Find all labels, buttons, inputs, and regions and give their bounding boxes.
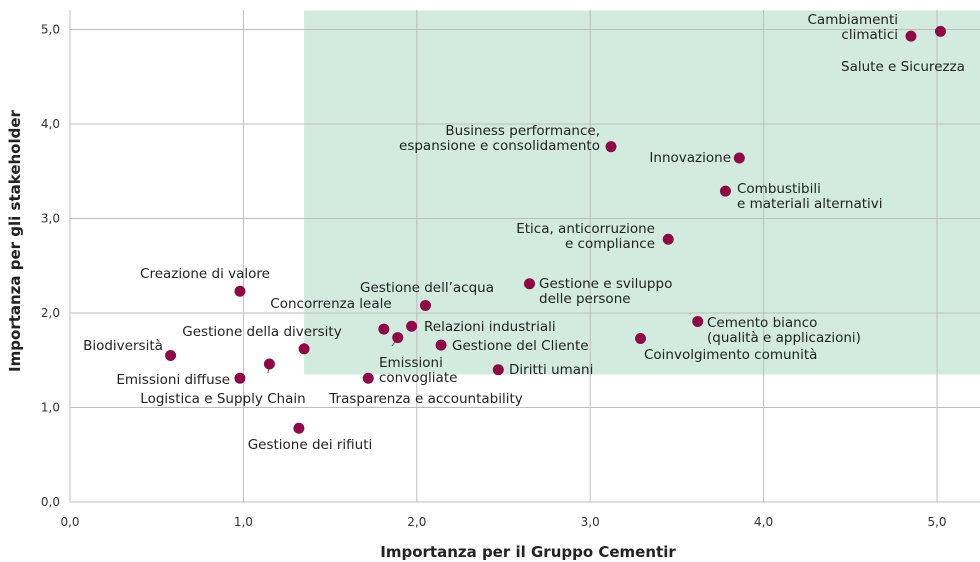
- point-label-line: Relazioni industriali: [424, 319, 556, 335]
- point-label: Relazioni industriali: [424, 319, 556, 335]
- point-label-line: Gestione dell’acqua: [360, 280, 494, 296]
- y-tick-label: 3,0: [41, 212, 60, 226]
- data-point: [719, 185, 731, 197]
- y-tick-label: 4,0: [41, 117, 60, 131]
- point-label: Gestione del Cliente: [452, 338, 589, 354]
- point-label-line: Innovazione: [649, 150, 731, 166]
- y-axis-title: Importanza per gli stakeholder: [6, 109, 24, 371]
- point-label-line: Etica, anticorruzione: [516, 221, 655, 237]
- point-label-line: Diritti umani: [509, 362, 593, 378]
- x-tick-label: 4,0: [754, 515, 773, 529]
- data-point: [165, 350, 177, 362]
- point-label: Cambiamenti climatici: [808, 12, 899, 43]
- point-label-line: Gestione e sviluppo: [539, 276, 672, 292]
- point-label: Combustibili e materiali alternativi: [737, 181, 883, 212]
- point-label-line: convogliate: [379, 370, 457, 386]
- point-label-line: (qualità e applicazioni): [707, 330, 861, 346]
- data-point: [692, 316, 704, 328]
- data-point: [634, 333, 646, 345]
- data-point: [263, 358, 275, 370]
- data-point: [234, 285, 246, 297]
- point-label-line: espansione e consolidamento: [399, 138, 600, 154]
- point-label: Emissioni diffuse: [116, 372, 230, 388]
- data-point: [733, 152, 745, 164]
- point-label-line: Emissioni: [379, 355, 443, 371]
- point-label: Coinvolgimento comunità: [644, 347, 817, 363]
- data-point: [435, 339, 447, 351]
- x-tick-label: 0,0: [60, 515, 79, 529]
- data-point: [298, 343, 310, 355]
- point-label-line: Business performance,: [445, 123, 600, 139]
- point-label-line: Logistica e Supply Chain: [140, 391, 305, 407]
- x-tick-label: 5,0: [927, 515, 946, 529]
- point-label: Emissioni convogliate: [379, 355, 457, 386]
- data-point: [234, 372, 246, 384]
- point-label-line: Salute e Sicurezza: [841, 59, 965, 75]
- point-label: Gestione dell’acqua: [360, 280, 494, 296]
- point-label-line: Gestione del Cliente: [452, 338, 589, 354]
- point-label-line: Concorrenza leale: [270, 296, 391, 312]
- point-label: Gestione della diversity: [182, 324, 341, 340]
- point-label-line: Cemento bianco: [707, 315, 817, 331]
- point-label-line: Biodiversità: [83, 338, 163, 354]
- point-label-line: Gestione della diversity: [182, 324, 341, 340]
- y-tick-label: 5,0: [41, 23, 60, 37]
- point-label-line: Emissioni diffuse: [116, 372, 230, 388]
- data-point: [492, 364, 504, 376]
- x-axis-title: Importanza per il Gruppo Cementir: [380, 543, 676, 561]
- data-point: [392, 332, 404, 344]
- point-label: Business performance, espansione e consol…: [399, 123, 600, 154]
- point-label-line: Trasparenza e accountability: [328, 391, 522, 407]
- point-label-line: Coinvolgimento comunità: [644, 347, 817, 363]
- point-label-line: climatici: [841, 27, 898, 43]
- data-point: [905, 30, 917, 42]
- point-label: Diritti umani: [509, 362, 593, 378]
- point-label: Creazione di valore: [140, 266, 270, 282]
- y-tick-label: 2,0: [41, 306, 60, 320]
- point-label-line: e materiali alternativi: [737, 196, 883, 212]
- data-point: [406, 320, 418, 332]
- point-label: Salute e Sicurezza: [841, 59, 965, 75]
- x-tick-label: 3,0: [581, 515, 600, 529]
- point-label-line: Creazione di valore: [140, 266, 270, 282]
- data-point: [524, 278, 536, 290]
- data-point: [419, 299, 431, 311]
- x-tick-label: 2,0: [407, 515, 426, 529]
- point-label-line: delle persone: [539, 291, 631, 307]
- point-label-line: e compliance: [565, 236, 655, 252]
- point-label: Innovazione: [649, 150, 731, 166]
- data-point: [293, 422, 305, 434]
- point-label: Logistica e Supply Chain: [140, 391, 305, 407]
- point-label-line: Combustibili: [737, 181, 821, 197]
- point-label: Gestione dei rifiuti: [248, 437, 373, 453]
- point-label-line: Cambiamenti: [808, 12, 899, 28]
- y-tick-label: 0,0: [41, 495, 60, 509]
- x-tick-label: 1,0: [234, 515, 253, 529]
- point-label: Concorrenza leale: [270, 296, 391, 312]
- y-tick-label: 1,0: [41, 401, 60, 415]
- data-point: [934, 25, 946, 37]
- point-label: Trasparenza e accountability: [328, 391, 522, 407]
- data-point: [378, 323, 390, 335]
- point-label: Gestione e sviluppo delle persone: [539, 276, 672, 307]
- point-label: Cemento bianco (qualità e applicazioni): [707, 315, 861, 346]
- point-label: Biodiversità: [83, 338, 163, 354]
- data-point: [362, 372, 374, 384]
- point-label: Etica, anticorruzione e compliance: [516, 221, 655, 252]
- data-point: [605, 141, 617, 153]
- data-point: [662, 233, 674, 245]
- point-label-line: Gestione dei rifiuti: [248, 437, 373, 453]
